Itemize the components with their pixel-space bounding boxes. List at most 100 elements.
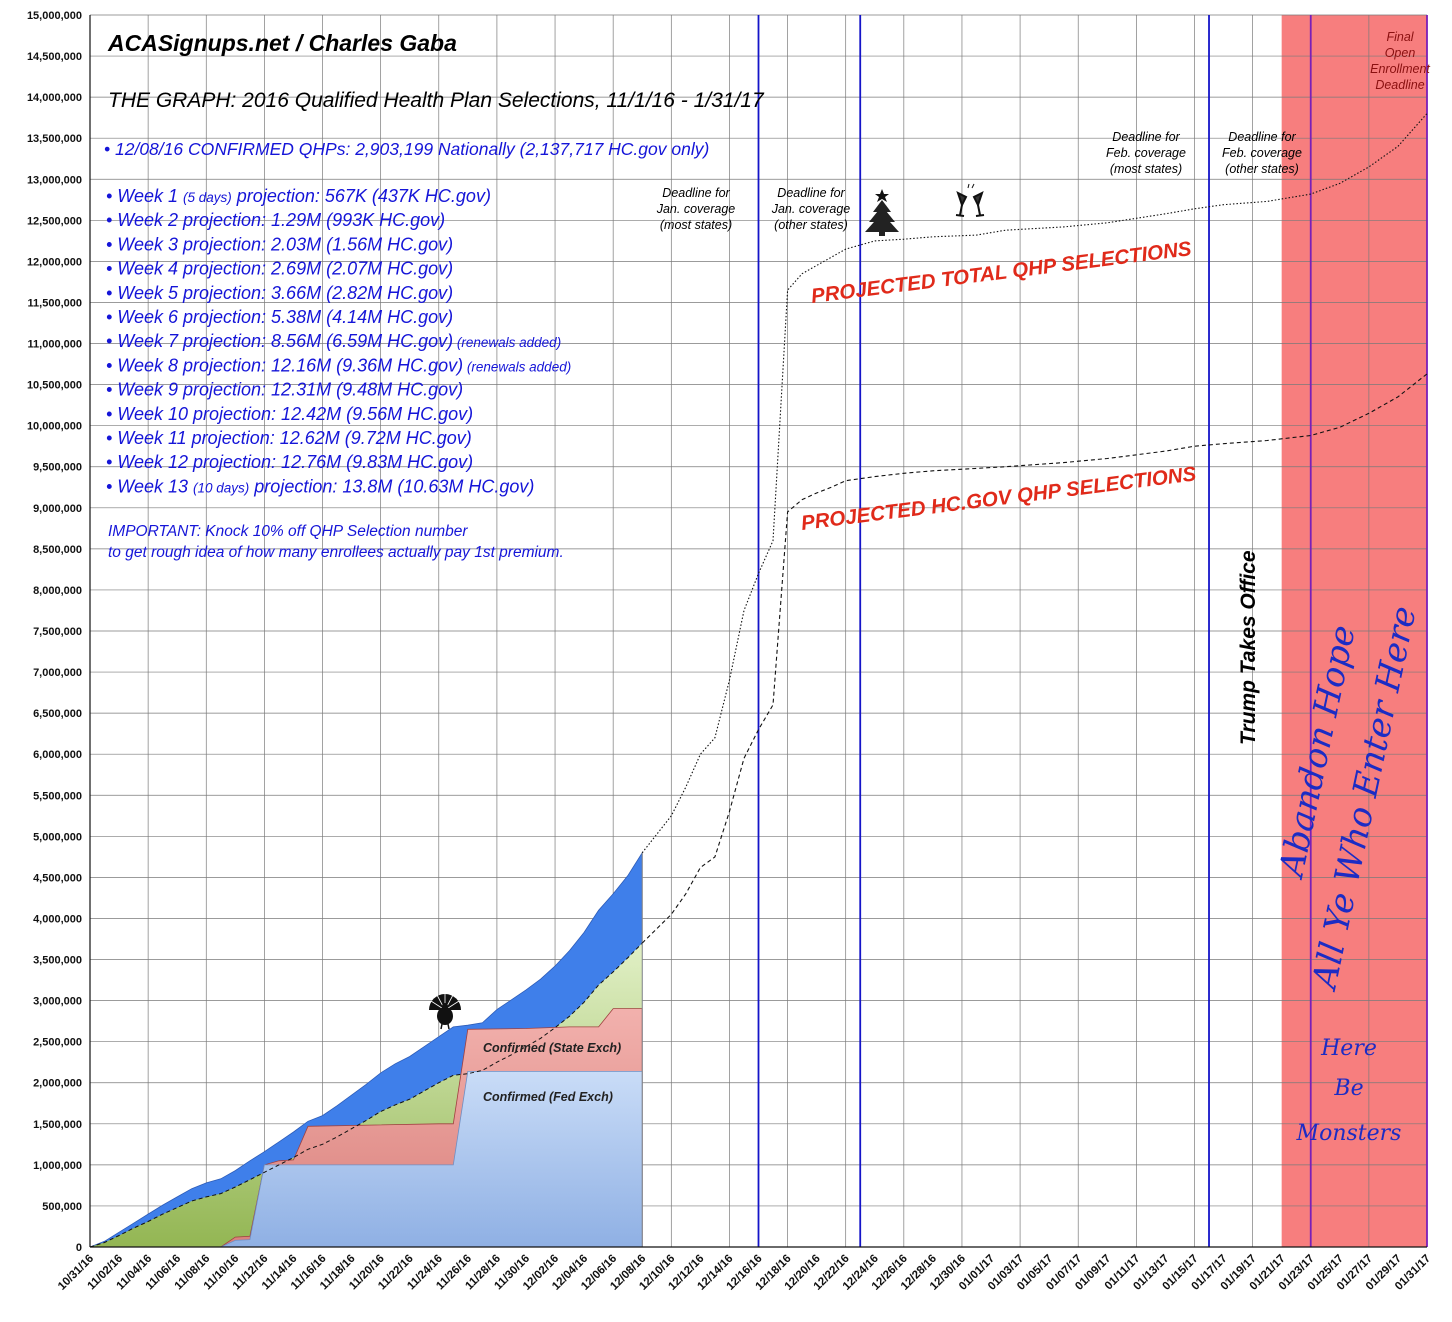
final-enrollment-deadline-line: Open [1385, 46, 1416, 60]
y-tick-label: 3,000,000 [33, 996, 82, 1008]
week-note: (renewals added) [463, 359, 571, 374]
confirmed-fed-label: Confirmed (Fed Exch) [483, 1090, 613, 1104]
deadline-jan-other-states: Deadline for Jan. coverage (other states) [771, 186, 851, 232]
y-tick-label: 12,000,000 [27, 256, 82, 268]
monsters-line3: Monsters [1296, 1121, 1402, 1146]
y-tick-label: 6,500,000 [33, 708, 82, 720]
week-projection-item: • Week 5 projection: 3.66M (2.82M HC.gov… [106, 283, 453, 303]
y-tick-label: 1,000,000 [33, 1160, 82, 1172]
deadline-jan-most-states-line: (most states) [660, 218, 732, 232]
y-tick-label: 2,000,000 [33, 1078, 82, 1090]
champagne-glasses-icon [955, 183, 985, 217]
y-tick-label: 10,000,000 [27, 421, 82, 433]
week-text: • Week 11 projection: 12.62M (9.72M HC.g… [106, 428, 472, 448]
week-projection-item: • Week 11 projection: 12.62M (9.72M HC.g… [106, 428, 472, 448]
hcgov-actual-line [89, 942, 643, 1248]
week-text: • Week 13 [106, 476, 193, 496]
deadline-feb-other-states-line: (other states) [1225, 162, 1299, 176]
y-tick-label: 500,000 [42, 1201, 82, 1213]
y-tick-label: 4,500,000 [33, 872, 82, 884]
y-tick-label: 3,500,000 [33, 955, 82, 967]
deadline-feb-most-states-line: Feb. coverage [1106, 146, 1186, 160]
y-axis-tick-labels: 0 500,000 1,000,000 1,500,000 2,000,000 2,500… [27, 10, 82, 1254]
deadline-jan-other-states-line: Deadline for [777, 186, 845, 200]
y-tick-label: 5,500,000 [33, 790, 82, 802]
week-text: • Week 3 projection: 2.03M (1.56M HC.gov… [106, 234, 453, 254]
monsters-line1: Here [1320, 1036, 1377, 1061]
y-tick-label: 10,500,000 [27, 380, 82, 392]
final-enrollment-deadline-line: Enrollment [1370, 62, 1430, 76]
week-text: • Week 10 projection: 12.42M (9.56M HC.g… [106, 404, 473, 424]
y-tick-label: 13,500,000 [27, 133, 82, 145]
week-text: • Week 4 projection: 2.69M (2.07M HC.gov… [106, 259, 453, 279]
deadline-feb-most-states-line: Deadline for [1112, 130, 1180, 144]
week-text: • Week 5 projection: 3.66M (2.82M HC.gov… [106, 283, 453, 303]
y-tick-label: 14,500,000 [27, 51, 82, 63]
week-text-rest: projection: 13.8M (10.63M HC.gov) [249, 476, 534, 496]
weekly-projection-list: • Week 1 (5 days) projection: 567K (437K… [106, 186, 571, 496]
week-projection-item: • Week 7 projection: 8.56M (6.59M HC.gov… [106, 331, 561, 351]
trump-takes-office-label: Trump Takes Office [1237, 550, 1260, 745]
week-projection-item: • Week 4 projection: 2.69M (2.07M HC.gov… [106, 259, 453, 279]
y-tick-label: 11,500,000 [28, 297, 82, 309]
week-projection-item: • Week 12 projection: 12.76M (9.83M HC.g… [106, 452, 473, 472]
y-tick-label: 8,000,000 [33, 585, 82, 597]
y-tick-label: 14,000,000 [27, 92, 82, 104]
confirmed-qhps-note: • 12/08/16 CONFIRMED QHPs: 2,903,199 Nat… [104, 139, 709, 159]
y-tick-label: 4,000,000 [33, 913, 82, 925]
y-tick-label: 7,500,000 [33, 626, 82, 638]
deadline-feb-most-states-line: (most states) [1110, 162, 1182, 176]
deadline-jan-most-states-line: Deadline for [662, 186, 730, 200]
here-be-monsters-label: Here Be Monsters [1296, 1036, 1402, 1146]
week-text: • Week 7 projection: 8.56M (6.59M HC.gov… [106, 331, 453, 351]
christmas-tree-icon [865, 189, 899, 236]
week-projection-item: • Week 2 projection: 1.29M (993K HC.gov) [106, 210, 445, 230]
y-tick-label: 9,500,000 [33, 462, 82, 474]
deadline-jan-other-states-line: (other states) [774, 218, 848, 232]
monsters-line2: Be [1333, 1076, 1363, 1101]
week-text: • Week 1 [106, 186, 183, 206]
x-axis-tick-labels: 10/31/1611/02/1611/04/1611/06/1611/08/16… [56, 1253, 1433, 1293]
final-enrollment-deadline-line: Final [1386, 30, 1414, 44]
week-days: (10 days) [193, 480, 249, 495]
week-text: • Week 8 projection: 12.16M (9.36M HC.go… [106, 355, 463, 375]
projected-total-line [641, 113, 1428, 854]
week-text: • Week 9 projection: 12.31M (9.48M HC.go… [106, 380, 463, 400]
week-text: • Week 12 projection: 12.76M (9.83M HC.g… [106, 452, 473, 472]
y-tick-label: 7,000,000 [33, 667, 82, 679]
turkey-icon [429, 993, 461, 1030]
confirmed-state-label: Confirmed (State Exch) [483, 1041, 621, 1055]
final-enrollment-deadline-line: Deadline [1375, 78, 1424, 92]
y-tick-label: 0 [76, 1242, 82, 1254]
y-tick-label: 1,500,000 [33, 1119, 82, 1131]
week-projection-item: • Week 3 projection: 2.03M (1.56M HC.gov… [106, 234, 453, 254]
y-tick-label: 11,000,000 [28, 339, 82, 351]
deadline-feb-other-states-line: Feb. coverage [1222, 146, 1302, 160]
important-note-line1: IMPORTANT: Knock 10% off QHP Selection n… [108, 523, 468, 540]
deadline-feb-other-states: Deadline for Feb. coverage (other states) [1222, 130, 1302, 176]
deadline-jan-most-states: Deadline for Jan. coverage (most states) [656, 186, 736, 232]
week-text: • Week 2 projection: 1.29M (993K HC.gov) [106, 210, 445, 230]
week-days: (5 days) [183, 190, 232, 205]
important-note-line2: to get rough idea of how many enrollees … [108, 544, 564, 561]
week-projection-item: • Week 6 projection: 5.38M (4.14M HC.gov… [106, 307, 453, 327]
chart-axes [89, 15, 1427, 1248]
week-text: • Week 6 projection: 5.38M (4.14M HC.gov… [106, 307, 453, 327]
y-tick-label: 12,500,000 [27, 215, 82, 227]
week-projection-item: • Week 13 (10 days) projection: 13.8M (1… [106, 476, 534, 496]
y-tick-label: 8,500,000 [33, 544, 82, 556]
y-tick-label: 15,000,000 [27, 10, 82, 22]
deadline-feb-other-states-line: Deadline for [1228, 130, 1296, 144]
y-tick-label: 13,000,000 [27, 174, 82, 186]
deadline-feb-most-states: Deadline for Feb. coverage (most states) [1106, 130, 1186, 176]
week-projection-item: • Week 9 projection: 12.31M (9.48M HC.go… [106, 380, 463, 400]
projected-total-label: PROJECTED TOTAL QHP SELECTIONS [810, 237, 1193, 308]
chart-areas [89, 851, 643, 1248]
week-text-rest: projection: 567K (437K HC.gov) [232, 186, 491, 206]
y-tick-label: 5,000,000 [33, 831, 82, 843]
projected-hcgov-line [641, 373, 1428, 944]
final-enrollment-deadline: Final Open Enrollment Deadline [1370, 30, 1430, 92]
y-tick-label: 2,500,000 [33, 1037, 82, 1049]
chart-subtitle: THE GRAPH: 2016 Qualified Health Plan Se… [108, 89, 765, 112]
